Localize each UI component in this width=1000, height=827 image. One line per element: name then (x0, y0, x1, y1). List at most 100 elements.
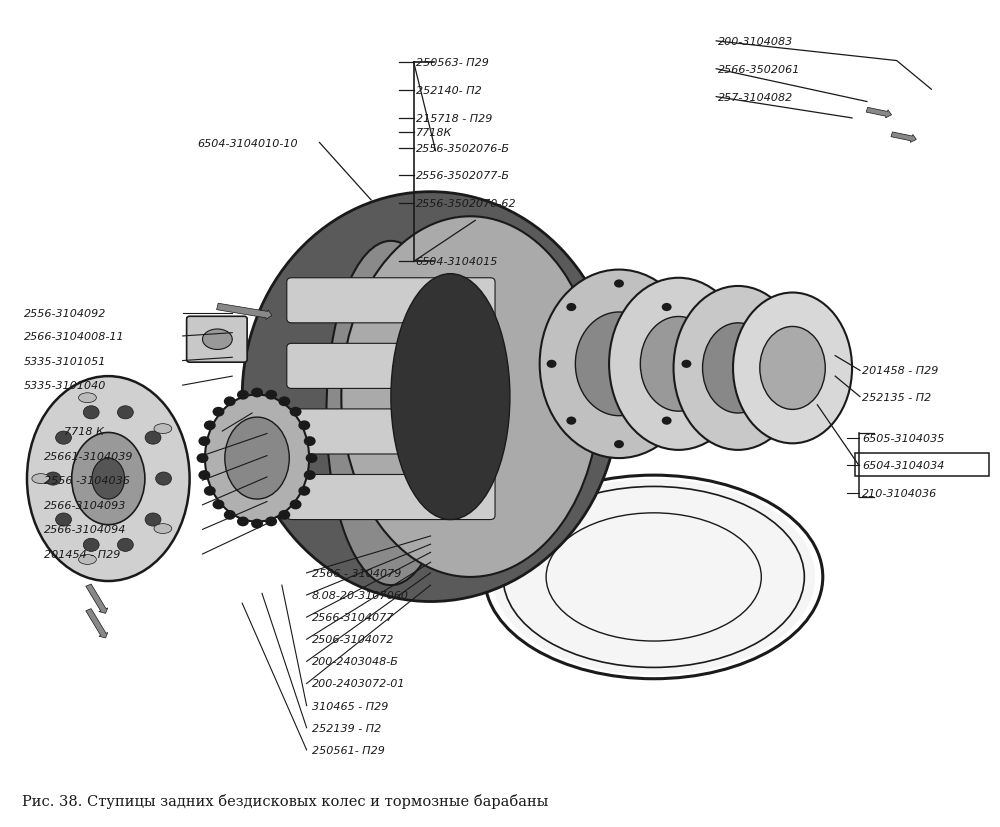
Text: 8.08-20-3107060: 8.08-20-3107060 (312, 590, 409, 600)
Ellipse shape (640, 317, 717, 412)
Ellipse shape (154, 424, 172, 434)
Circle shape (117, 538, 133, 552)
Ellipse shape (733, 293, 852, 444)
Text: 200-2403072-01: 200-2403072-01 (312, 679, 405, 689)
Ellipse shape (492, 480, 815, 675)
Text: 2566-3104093: 2566-3104093 (44, 500, 126, 510)
Text: 6504-3104015: 6504-3104015 (416, 257, 498, 267)
Circle shape (265, 517, 277, 527)
Text: 6504-3104010-10: 6504-3104010-10 (198, 138, 298, 148)
Ellipse shape (79, 555, 96, 565)
Circle shape (306, 454, 318, 463)
Text: 310465 - П29: 310465 - П29 (312, 700, 388, 710)
Bar (855, 454, 989, 476)
FancyBboxPatch shape (287, 344, 495, 389)
Circle shape (251, 519, 263, 529)
Text: 2566-3104077: 2566-3104077 (312, 612, 394, 623)
Ellipse shape (575, 313, 663, 416)
Circle shape (198, 471, 210, 480)
Text: 257-3104082: 257-3104082 (718, 93, 793, 103)
Text: 210-3104036: 210-3104036 (862, 489, 937, 499)
FancyBboxPatch shape (287, 279, 495, 323)
Circle shape (204, 421, 216, 431)
Text: 252139 - П2: 252139 - П2 (312, 723, 381, 733)
Ellipse shape (341, 217, 599, 577)
Ellipse shape (79, 394, 96, 403)
Circle shape (237, 390, 249, 400)
Text: 25661-3104039: 25661-3104039 (44, 451, 133, 461)
FancyArrow shape (217, 304, 272, 320)
Text: 6505-3104035: 6505-3104035 (862, 433, 944, 443)
Circle shape (224, 397, 236, 407)
Circle shape (204, 486, 216, 496)
FancyArrow shape (86, 585, 108, 614)
Circle shape (145, 432, 161, 445)
Circle shape (117, 406, 133, 419)
Ellipse shape (225, 418, 289, 500)
Circle shape (265, 390, 277, 400)
Text: 2506-3104072: 2506-3104072 (312, 634, 394, 644)
Circle shape (614, 280, 624, 289)
Circle shape (290, 408, 302, 417)
FancyArrow shape (891, 133, 916, 143)
Circle shape (614, 441, 624, 449)
Ellipse shape (27, 376, 190, 581)
Circle shape (224, 510, 236, 520)
Ellipse shape (609, 279, 748, 451)
Text: 2566-3104094: 2566-3104094 (44, 525, 126, 535)
Circle shape (197, 454, 208, 463)
Ellipse shape (326, 241, 455, 586)
Circle shape (145, 514, 161, 527)
Text: 200-3104083: 200-3104083 (718, 37, 793, 47)
Circle shape (547, 361, 557, 369)
Text: ПЛАНЕТА: ПЛАНЕТА (282, 369, 599, 426)
Circle shape (83, 538, 99, 552)
FancyArrow shape (866, 108, 892, 118)
Circle shape (213, 408, 224, 417)
Ellipse shape (674, 287, 802, 451)
Text: 2566-3502061: 2566-3502061 (718, 65, 801, 74)
Text: 5335-3101051: 5335-3101051 (24, 356, 106, 366)
Circle shape (213, 500, 224, 509)
Text: 7718К: 7718К (416, 127, 452, 137)
Circle shape (251, 388, 263, 398)
Ellipse shape (703, 323, 773, 414)
FancyBboxPatch shape (187, 317, 247, 363)
Text: 215718 - П29: 215718 - П29 (416, 114, 492, 124)
Circle shape (290, 500, 302, 509)
Circle shape (198, 437, 210, 447)
Circle shape (566, 304, 576, 312)
Text: 7718 К: 7718 К (64, 427, 104, 437)
Circle shape (566, 417, 576, 425)
Text: БЕЗЯКА: БЕЗЯКА (309, 434, 572, 491)
Text: 201458 - П29: 201458 - П29 (862, 366, 938, 376)
Ellipse shape (202, 330, 232, 350)
Text: 2556-3502076-Б: 2556-3502076-Б (416, 144, 510, 154)
Text: 250561- П29: 250561- П29 (312, 745, 384, 755)
Circle shape (56, 514, 71, 527)
Circle shape (156, 472, 172, 485)
Text: 6504-3104034: 6504-3104034 (862, 461, 944, 471)
Circle shape (304, 471, 316, 480)
Ellipse shape (242, 193, 619, 602)
Text: 252135 - П2: 252135 - П2 (862, 392, 931, 402)
Ellipse shape (540, 270, 698, 458)
Text: 5335-3101040: 5335-3101040 (24, 380, 106, 390)
Text: 2566 - 3104079: 2566 - 3104079 (312, 568, 401, 578)
Circle shape (56, 432, 71, 445)
Ellipse shape (205, 395, 309, 522)
Text: 252140- П2: 252140- П2 (416, 86, 481, 96)
Circle shape (298, 486, 310, 496)
Circle shape (45, 472, 61, 485)
Ellipse shape (760, 327, 825, 410)
Ellipse shape (72, 433, 145, 525)
Text: 2566-3104008-11: 2566-3104008-11 (24, 332, 125, 342)
Circle shape (298, 421, 310, 431)
Circle shape (662, 304, 672, 312)
Ellipse shape (391, 275, 510, 520)
Text: 2556-3502070-62: 2556-3502070-62 (416, 199, 516, 209)
Text: 201454 - П29: 201454 - П29 (44, 549, 120, 559)
Text: 2556-3104092: 2556-3104092 (24, 308, 106, 318)
Text: 250563- П29: 250563- П29 (416, 58, 489, 68)
Circle shape (83, 406, 99, 419)
